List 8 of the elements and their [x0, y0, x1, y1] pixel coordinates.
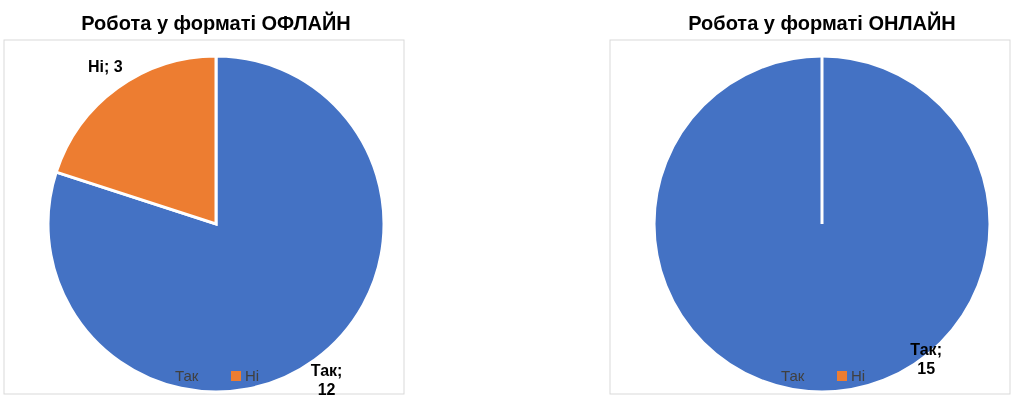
slice-label: Так [175, 367, 199, 384]
slice-label: Так [781, 367, 805, 384]
data-label: Так; 12 [310, 362, 343, 399]
legend-label: Ні [851, 367, 866, 384]
data-label: Ні; 3 [88, 57, 123, 75]
legend-label: Ні [245, 367, 260, 384]
chart-title: Робота у форматі ОНЛАЙН [688, 11, 956, 34]
chart-title: Робота у форматі ОФЛАЙН [81, 11, 351, 34]
